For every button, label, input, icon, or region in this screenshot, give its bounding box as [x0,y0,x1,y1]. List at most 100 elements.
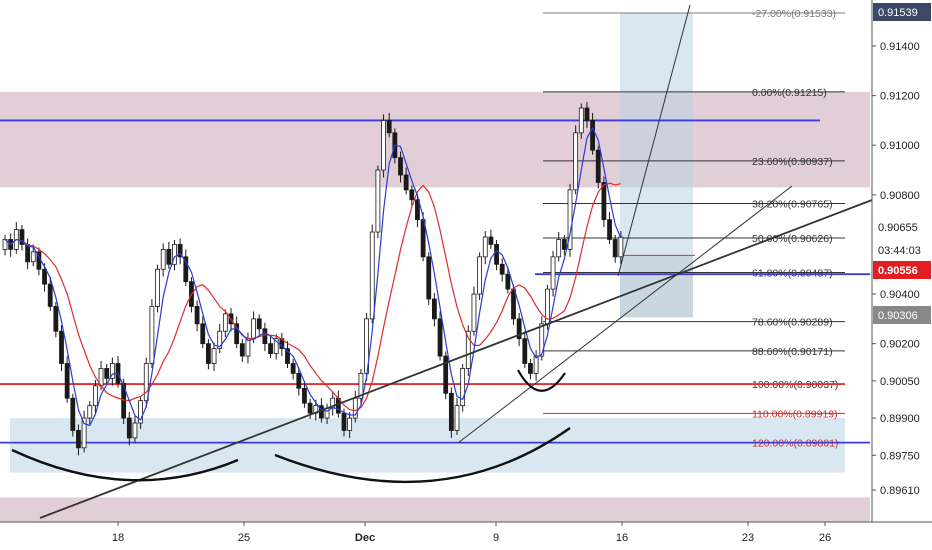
fib-label-4: 50.00%(0.90626) [752,233,833,245]
candle-body-104 [590,120,595,151]
fib-label-8: 100.00%(0.90037) [752,379,838,391]
candle-body-107 [607,219,612,240]
candle-body-97 [550,256,556,290]
y-tick-label-9: 0.89610 [880,485,920,497]
candle-body-75 [426,256,432,300]
x-tick-label-1: 25 [238,532,250,544]
candle-body-47 [268,343,273,354]
candle-body-37 [211,348,217,364]
candle-body-106 [601,182,607,221]
candle-body-38 [217,330,223,350]
candle-body-101 [573,132,579,191]
y-tick-label-5: 0.90200 [880,339,920,351]
projection-box [620,13,693,318]
candle-body-74 [420,219,426,258]
candle-body-7 [42,268,47,285]
x-tick-label-4: 16 [616,532,628,544]
candle-body-41 [234,323,240,345]
candle-body-32 [183,256,189,283]
candle-body-73 [415,199,420,221]
candle-body-53 [302,387,307,404]
candle-body-85 [482,236,488,258]
candle-body-42 [239,343,245,357]
center-arc [274,427,571,484]
candle-body-102 [578,107,584,134]
candle-body-30 [172,244,177,265]
candle-body-15 [87,405,93,419]
drawings-layer [11,4,873,519]
fib-label-9: 110.00%(0.89919) [752,408,838,420]
candle-body-48 [273,338,279,354]
y-tick-label-1: 0.91200 [880,91,920,103]
price-tag-bg-4 [873,306,931,324]
projection-trendline [617,4,691,277]
fib-label-1: 0.00%(0.91215) [752,87,827,99]
x-tick-label-6: 26 [819,532,831,544]
candle-body-105 [595,149,601,183]
small-arc [517,369,566,392]
candle-body-51 [290,363,296,374]
candle-body-25 [143,363,149,402]
candle-body-84 [477,256,483,295]
candle-body-81 [460,368,466,407]
y-tick-label-0: 0.91400 [880,41,920,53]
candle-body-31 [177,244,183,258]
y-tick-label-2: 0.91000 [880,140,920,152]
candle-body-44 [251,318,257,340]
candle-body-26 [149,306,155,364]
fib-label-6: 78.60%(0.90289) [752,317,833,329]
candle-body-46 [262,328,268,345]
price-tag-bg-3 [873,261,931,279]
candle-body-43 [245,338,251,357]
fib-label-7: 88.60%(0.90171) [752,346,833,358]
price-tag-1: 0.90655 [878,222,918,234]
candles-layer [2,102,624,456]
candle-body-13 [76,430,81,449]
candle-body-91 [516,318,522,340]
candle-body-34 [194,306,200,325]
candle-body-54 [307,402,313,414]
x-tick-label-5: 23 [742,532,754,544]
candle-body-93 [528,363,533,374]
candle-body-108 [612,239,618,258]
price-tag-2: 03:44:03 [878,245,921,257]
candle-body-39 [222,313,228,332]
candle-body-36 [205,343,211,364]
x-tick-label-2: Dec [355,532,375,544]
candle-body-63 [358,373,364,399]
candle-body-90 [511,288,516,320]
y-tick-label-6: 0.90050 [880,376,920,388]
zone-2 [0,497,870,523]
candle-body-22 [126,417,132,439]
zone-1 [10,418,845,473]
candle-body-60 [341,412,347,431]
fib-label-3: 38.20%(0.90765) [752,199,833,211]
y-tick-label-8: 0.89750 [880,450,920,462]
zone-0 [0,91,870,188]
candle-body-89 [505,273,511,290]
candle-body-94 [533,355,539,374]
candle-body-109 [618,236,624,258]
candle-body-76 [431,298,437,320]
candle-body-100 [567,189,573,250]
x-tick-label-3: 9 [493,532,499,544]
candle-body-24 [138,400,144,424]
candle-body-71 [403,174,409,191]
candle-body-10 [59,330,64,364]
candle-body-70 [398,157,403,176]
candle-body-83 [471,293,477,332]
moving-averages-layer [4,126,622,427]
candle-body-98 [556,239,562,258]
moving-average-slow [4,182,622,412]
fib-label-10: 120.00%(0.89801) [752,438,838,450]
candle-body-95 [539,323,545,357]
candle-body-92 [522,338,528,364]
left-arc [11,448,239,482]
candle-body-14 [81,417,87,449]
candle-body-9 [53,306,59,332]
candle-body-16 [93,385,98,407]
y-tick-label-3: 0.90800 [880,190,920,202]
candle-body-19 [109,363,115,379]
